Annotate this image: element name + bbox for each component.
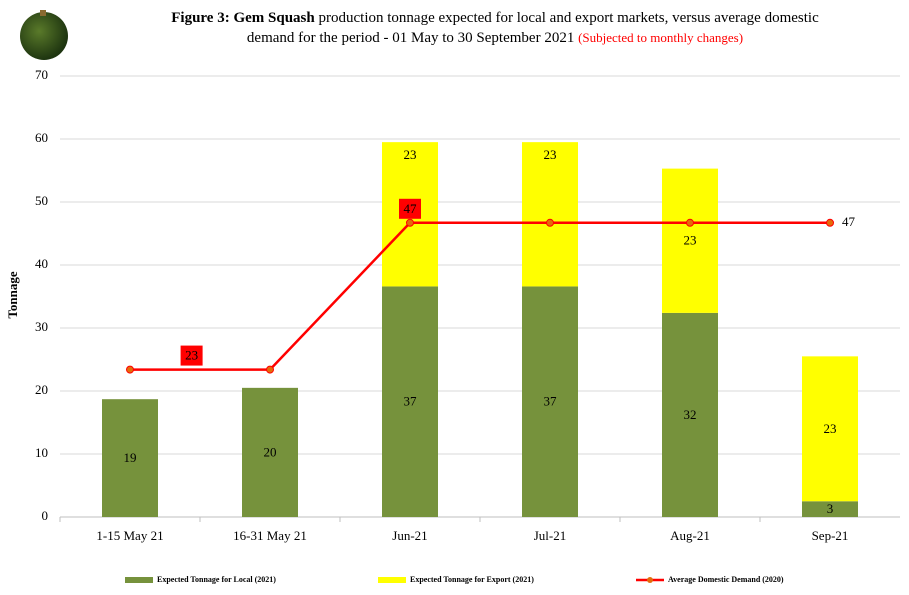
chart: Tonnage 0 10 20 30 40 50 60 70 1-15 May 21 16-31 … xyxy=(0,0,909,590)
line-marker xyxy=(127,366,134,373)
y-tick-label: 70 xyxy=(35,67,48,82)
line-marker xyxy=(407,219,414,226)
y-axis-label: Tonnage xyxy=(5,271,20,318)
squash-icon xyxy=(20,12,68,60)
y-tick-label: 10 xyxy=(35,445,48,460)
x-tick-label: Jul-21 xyxy=(534,528,567,543)
line-marker xyxy=(827,219,834,226)
data-label: 20 xyxy=(264,444,277,459)
x-tick-label: 1-15 May 21 xyxy=(96,528,163,543)
line-marker xyxy=(687,219,694,226)
data-label: 19 xyxy=(124,450,137,465)
legend-swatch xyxy=(378,577,406,583)
data-label: 23 xyxy=(404,147,417,162)
data-label: 37 xyxy=(544,394,558,409)
y-tick-label: 50 xyxy=(35,193,48,208)
x-tick-label: 16-31 May 21 xyxy=(233,528,307,543)
page: Figure 3: Gem Squash production tonnage … xyxy=(0,0,909,590)
data-label: 23 xyxy=(185,348,198,363)
y-tick-label: 40 xyxy=(35,256,48,271)
data-label: 23 xyxy=(684,233,697,248)
chart-title: Figure 3: Gem Squash production tonnage … xyxy=(170,8,820,48)
x-tick-label: Aug-21 xyxy=(670,528,710,543)
x-tick-label: Jun-21 xyxy=(392,528,427,543)
title-note: (Subjected to monthly changes) xyxy=(578,30,743,45)
legend-swatch xyxy=(125,577,153,583)
data-label: 47 xyxy=(842,214,856,229)
y-tick-label: 0 xyxy=(42,508,49,523)
line-marker xyxy=(547,219,554,226)
squash-stem xyxy=(40,10,46,16)
y-tick-label: 60 xyxy=(35,130,48,145)
y-tick-label: 30 xyxy=(35,319,48,334)
data-label: 37 xyxy=(404,394,418,409)
y-tick-label: 20 xyxy=(35,382,48,397)
data-label: 47 xyxy=(404,201,418,216)
legend-label: Average Domestic Demand (2020) xyxy=(668,575,784,584)
legend-marker xyxy=(647,577,653,583)
data-label: 3 xyxy=(827,501,834,516)
x-tick-label: Sep-21 xyxy=(812,528,849,543)
legend-label: Expected Tonnage for Local (2021) xyxy=(157,575,276,584)
data-label: 32 xyxy=(684,407,697,422)
legend-label: Expected Tonnage for Export (2021) xyxy=(410,575,534,584)
data-label: 23 xyxy=(544,147,557,162)
data-label: 23 xyxy=(824,421,837,436)
title-bold: Figure 3: Gem Squash xyxy=(171,10,315,26)
line-marker xyxy=(267,366,274,373)
bar xyxy=(522,142,578,286)
line xyxy=(130,223,830,370)
